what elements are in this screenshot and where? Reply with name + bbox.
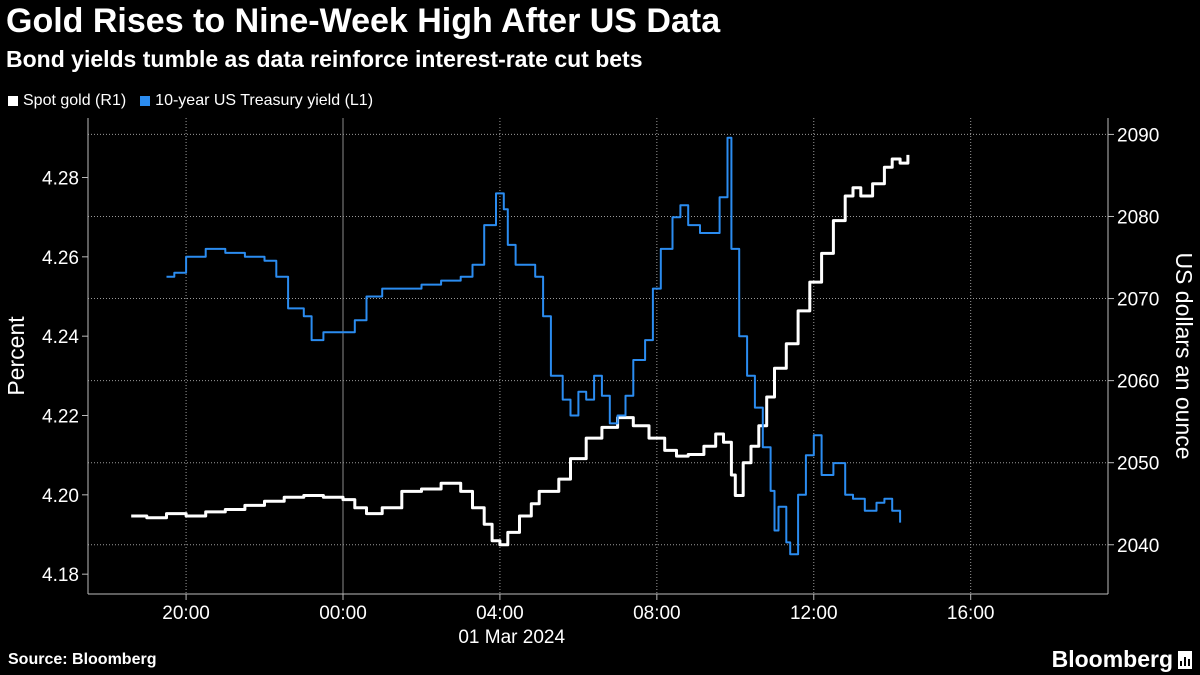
x-tick-label: 12:00 xyxy=(790,603,838,624)
source-note: Source: Bloomberg xyxy=(8,651,157,668)
x-tick-label: 00:00 xyxy=(319,603,367,624)
legend: Spot gold (R1) 10-year US Treasury yield… xyxy=(8,91,387,111)
left-axis-title: Percent xyxy=(3,316,29,396)
brand-logo: Bloomberg xyxy=(1052,646,1192,673)
right-tick-label: 2060 xyxy=(1117,372,1159,393)
right-tick-label: 2080 xyxy=(1117,207,1159,228)
left-tick-label: 4.18 xyxy=(42,565,79,586)
legend-swatch-yield xyxy=(140,96,151,106)
x-tick-label: 08:00 xyxy=(633,603,681,624)
x-tick-label: 04:00 xyxy=(476,603,524,624)
series-line-yield xyxy=(166,136,902,556)
right-tick-label: 2070 xyxy=(1117,290,1159,311)
left-tick-label: 4.28 xyxy=(42,169,79,190)
x-tick-label: 16:00 xyxy=(947,603,995,624)
legend-item-gold: Spot gold (R1) xyxy=(8,92,126,110)
right-tick-label: 2050 xyxy=(1117,454,1159,475)
legend-label-yield: 10-year US Treasury yield (L1) xyxy=(155,92,374,109)
right-axis-title: US dollars an ounce xyxy=(1171,252,1197,459)
x-date-label: 01 Mar 2024 xyxy=(458,627,565,648)
brand-wordmark: Bloomberg xyxy=(1051,646,1173,672)
chart-subtitle: Bond yields tumble as data reinforce int… xyxy=(6,46,643,72)
bar-chart-icon xyxy=(1178,650,1192,669)
right-tick-label: 2040 xyxy=(1117,536,1159,557)
chart-title: Gold Rises to Nine-Week High After US Da… xyxy=(6,2,721,40)
legend-item-yield: 10-year US Treasury yield (L1) xyxy=(140,92,373,110)
series-line-gold xyxy=(131,154,910,547)
left-tick-label: 4.22 xyxy=(42,407,79,428)
right-tick-label: 2090 xyxy=(1117,125,1159,146)
left-tick-label: 4.26 xyxy=(42,248,79,269)
left-tick-label: 4.24 xyxy=(42,327,79,348)
left-tick-label: 4.20 xyxy=(42,486,79,507)
legend-label-gold: Spot gold (R1) xyxy=(23,92,127,109)
legend-swatch-gold xyxy=(8,96,18,106)
x-tick-label: 20:00 xyxy=(162,603,210,624)
